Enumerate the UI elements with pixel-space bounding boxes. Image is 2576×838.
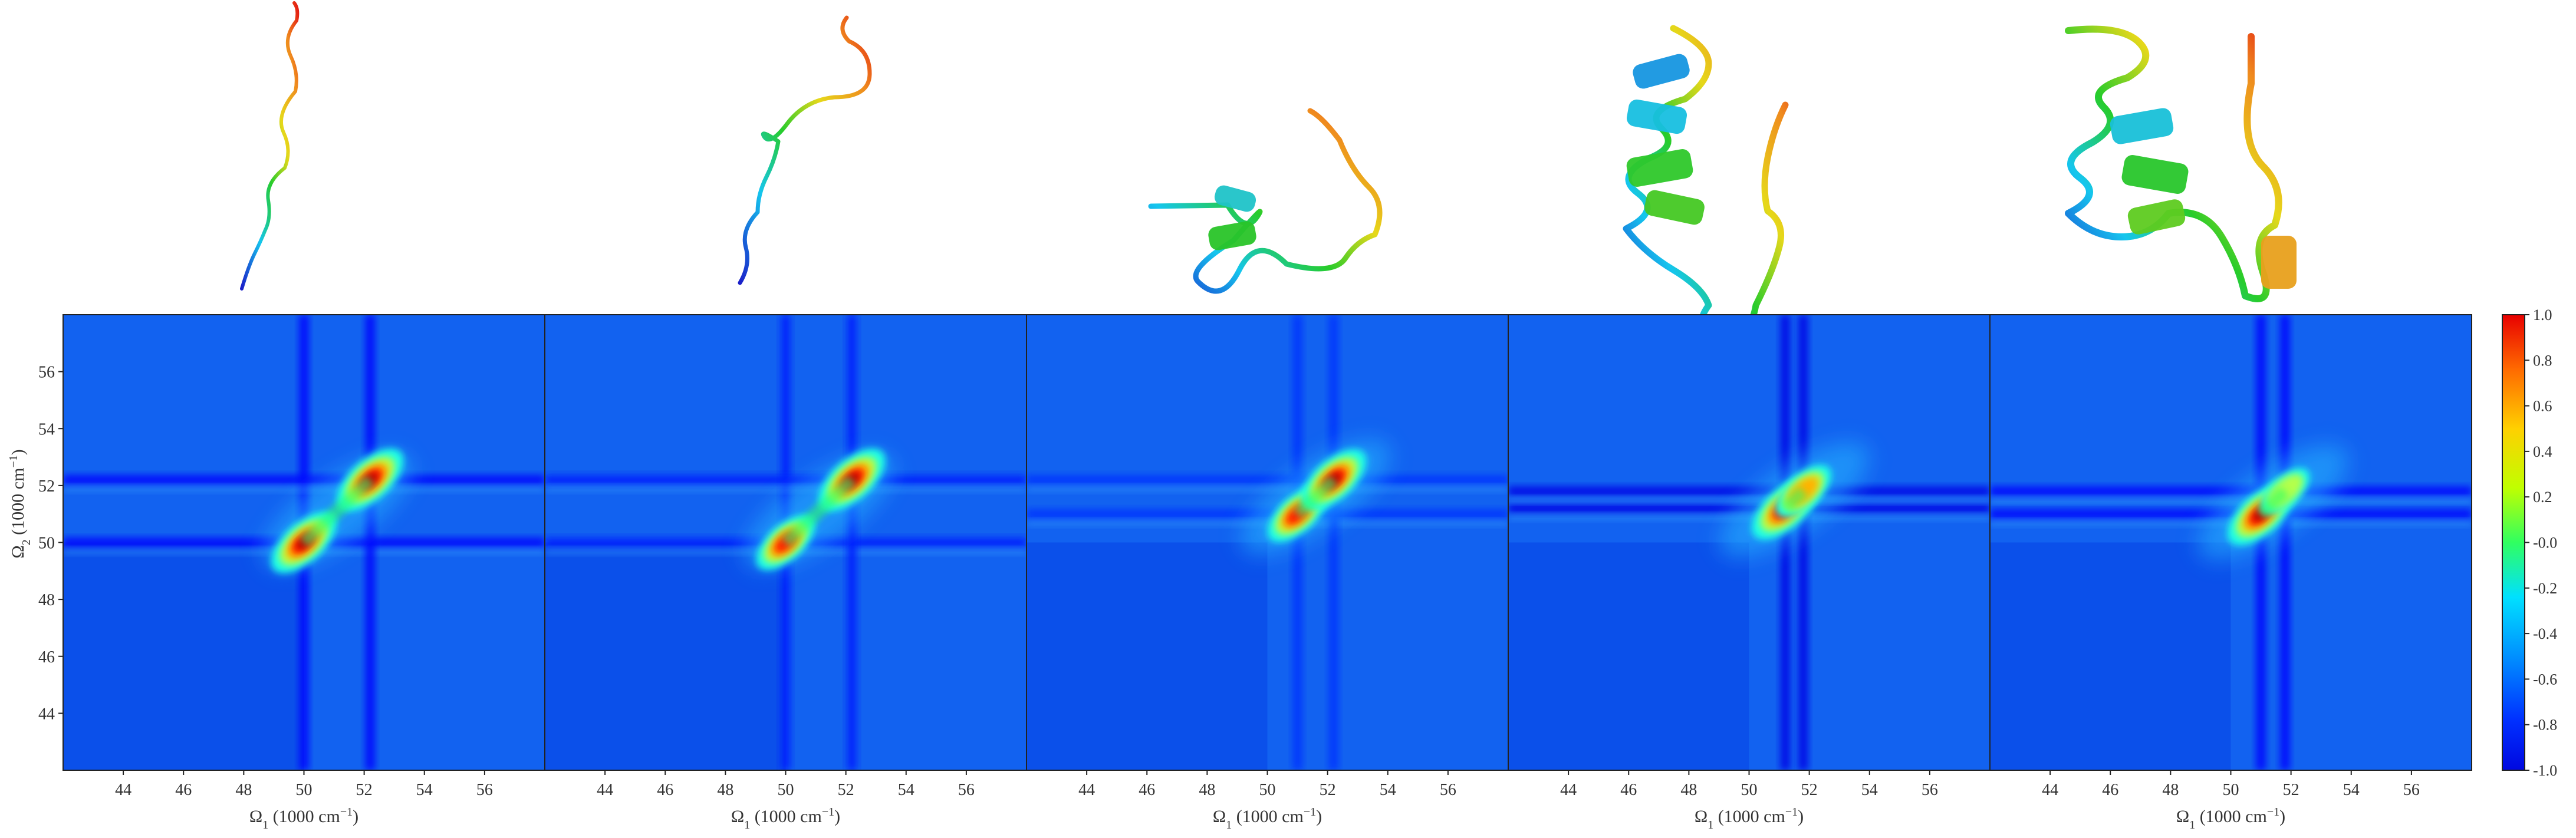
protein-structure-4 xyxy=(1623,25,1789,339)
x-tick-label: 54 xyxy=(898,781,914,799)
horizontal-ridge xyxy=(1508,486,1990,496)
spectra-panels: 44 46 48 50 52 54 56 Ω1 (1000 cm−1) 44 46 48 50 52 54… xyxy=(38,314,2472,832)
colorbar: 1.0 0.8 0.6 0.4 0.2 -0.0 -0.2 -0.4 -0.6 -0.8 -1.0 xyxy=(2502,306,2557,779)
x-tick-label: 46 xyxy=(657,781,673,799)
negative-region xyxy=(63,542,304,770)
y-tick-label: 50 xyxy=(38,535,55,553)
colorbar-tick-label: -0.0 xyxy=(2533,535,2557,552)
x-tick-label: 56 xyxy=(476,781,493,799)
x-tick-label: 44 xyxy=(115,781,131,799)
protein-structure-5 xyxy=(2065,25,2297,302)
vertical-ridge xyxy=(1798,315,1808,770)
diagonal-band xyxy=(299,475,375,547)
x-tick-label: 54 xyxy=(2343,781,2360,799)
vertical-ridge xyxy=(365,315,375,770)
colorbar-tick-label: 0.8 xyxy=(2533,352,2552,369)
x-tick-label: 44 xyxy=(597,781,613,799)
colorbar-tick-label: 0.4 xyxy=(2533,443,2552,460)
y-tick-label: 48 xyxy=(38,591,55,609)
spectrum-panel-1: 44 46 48 50 52 54 56 Ω1 (1000 cm−1) 44 46 48 50 52 54… xyxy=(38,314,545,832)
colorbar-tick-label: -0.8 xyxy=(2533,717,2557,734)
x-axis-title: Ω1 (1000 cm−1) xyxy=(1695,806,1804,832)
colorbar-tick-label: -0.4 xyxy=(2533,625,2557,642)
spectrum-panel-3: 44 46 48 50 52 54 56 Ω1 (1000 cm−1) xyxy=(1026,314,1509,832)
x-tick-label: 44 xyxy=(2042,781,2058,799)
x-tick-label: 46 xyxy=(1620,781,1637,799)
colorbar-gradient xyxy=(2502,314,2525,771)
y-tick-label: 52 xyxy=(38,477,55,496)
x-tick-label: 52 xyxy=(2283,781,2299,799)
x-tick-label: 52 xyxy=(1320,781,1336,799)
x-tick-label: 48 xyxy=(1199,781,1215,799)
x-tick-label: 52 xyxy=(838,781,854,799)
x-tick-label: 50 xyxy=(296,781,312,799)
x-tick-label: 54 xyxy=(1380,781,1396,799)
protein-structures xyxy=(240,1,2297,339)
x-tick-label: 48 xyxy=(717,781,733,799)
x-tick-label: 50 xyxy=(778,781,794,799)
ridge-halo xyxy=(63,486,545,492)
vertical-ridge xyxy=(847,315,857,770)
colorbar-tick-label: 0.6 xyxy=(2533,398,2552,415)
x-tick-label: 52 xyxy=(1801,781,1818,799)
diagonal-band xyxy=(781,475,857,547)
y-tick-label: 54 xyxy=(38,420,55,438)
x-tick-label: 54 xyxy=(1861,781,1878,799)
x-tick-label: 48 xyxy=(1680,781,1697,799)
negative-region xyxy=(1027,542,1268,770)
negative-region xyxy=(1990,542,2231,770)
ridge-halo xyxy=(545,486,1027,492)
x-tick-label: 54 xyxy=(416,781,433,799)
negative-region xyxy=(545,542,786,770)
colorbar-tick-label: -0.6 xyxy=(2533,671,2557,688)
diagonal-band xyxy=(2256,486,2289,519)
x-axis-title: Ω1 (1000 cm−1) xyxy=(731,806,840,832)
horizontal-ridge xyxy=(545,475,1027,485)
vertical-ridge xyxy=(2280,315,2290,770)
diagonal-band xyxy=(1293,475,1338,519)
spectrum-panel-2: 44 46 48 50 52 54 56 Ω1 (1000 cm−1) xyxy=(544,314,1027,832)
y-axis-title: Ω2 (1000 cm−1) xyxy=(7,449,33,558)
x-tick-label: 56 xyxy=(958,781,975,799)
x-tick-label: 50 xyxy=(2223,781,2239,799)
protein-structure-3 xyxy=(1148,108,1383,294)
x-tick-label: 56 xyxy=(1440,781,1456,799)
colorbar-tick-label: -1.0 xyxy=(2533,762,2557,779)
x-axis-title: Ω1 (1000 cm−1) xyxy=(249,806,358,832)
diagonal-band xyxy=(1781,486,1808,513)
ridge-halo xyxy=(1027,486,1508,492)
x-tick-label: 48 xyxy=(2162,781,2179,799)
colorbar-tick-label: 0.2 xyxy=(2533,489,2552,506)
protein-structure-1 xyxy=(240,1,300,291)
y-tick-label: 44 xyxy=(38,705,55,723)
protein-structure-2 xyxy=(738,15,872,285)
x-tick-label: 46 xyxy=(1139,781,1155,799)
x-tick-label: 56 xyxy=(2403,781,2420,799)
x-tick-label: 48 xyxy=(235,781,252,799)
x-tick-label: 50 xyxy=(1741,781,1758,799)
spectrum-panel-5: 44 46 48 50 52 54 56 Ω1 (1000 cm−1) xyxy=(1989,314,2472,832)
x-tick-label: 46 xyxy=(2102,781,2118,799)
horizontal-ridge xyxy=(1990,486,2472,496)
negative-region xyxy=(1508,542,1749,770)
horizontal-ridge xyxy=(1027,475,1508,485)
x-tick-label: 44 xyxy=(1560,781,1577,799)
colorbar-tick-label: 1.0 xyxy=(2533,306,2552,324)
x-tick-label: 52 xyxy=(356,781,373,799)
y-tick-label: 46 xyxy=(38,648,55,667)
spectrum-panel-4: 44 46 48 50 52 54 56 Ω1 (1000 cm−1) xyxy=(1508,314,1991,832)
horizontal-ridge xyxy=(63,475,545,485)
vertical-ridge xyxy=(1328,315,1338,770)
x-axis-title: Ω1 (1000 cm−1) xyxy=(2176,806,2285,832)
x-tick-label: 44 xyxy=(1078,781,1095,799)
x-tick-label: 46 xyxy=(175,781,192,799)
x-tick-label: 56 xyxy=(1922,781,1938,799)
x-axis-title: Ω1 (1000 cm−1) xyxy=(1213,806,1322,832)
colorbar-tick-label: -0.2 xyxy=(2533,580,2557,597)
x-tick-label: 50 xyxy=(1259,781,1276,799)
y-tick-label: 56 xyxy=(38,364,55,382)
